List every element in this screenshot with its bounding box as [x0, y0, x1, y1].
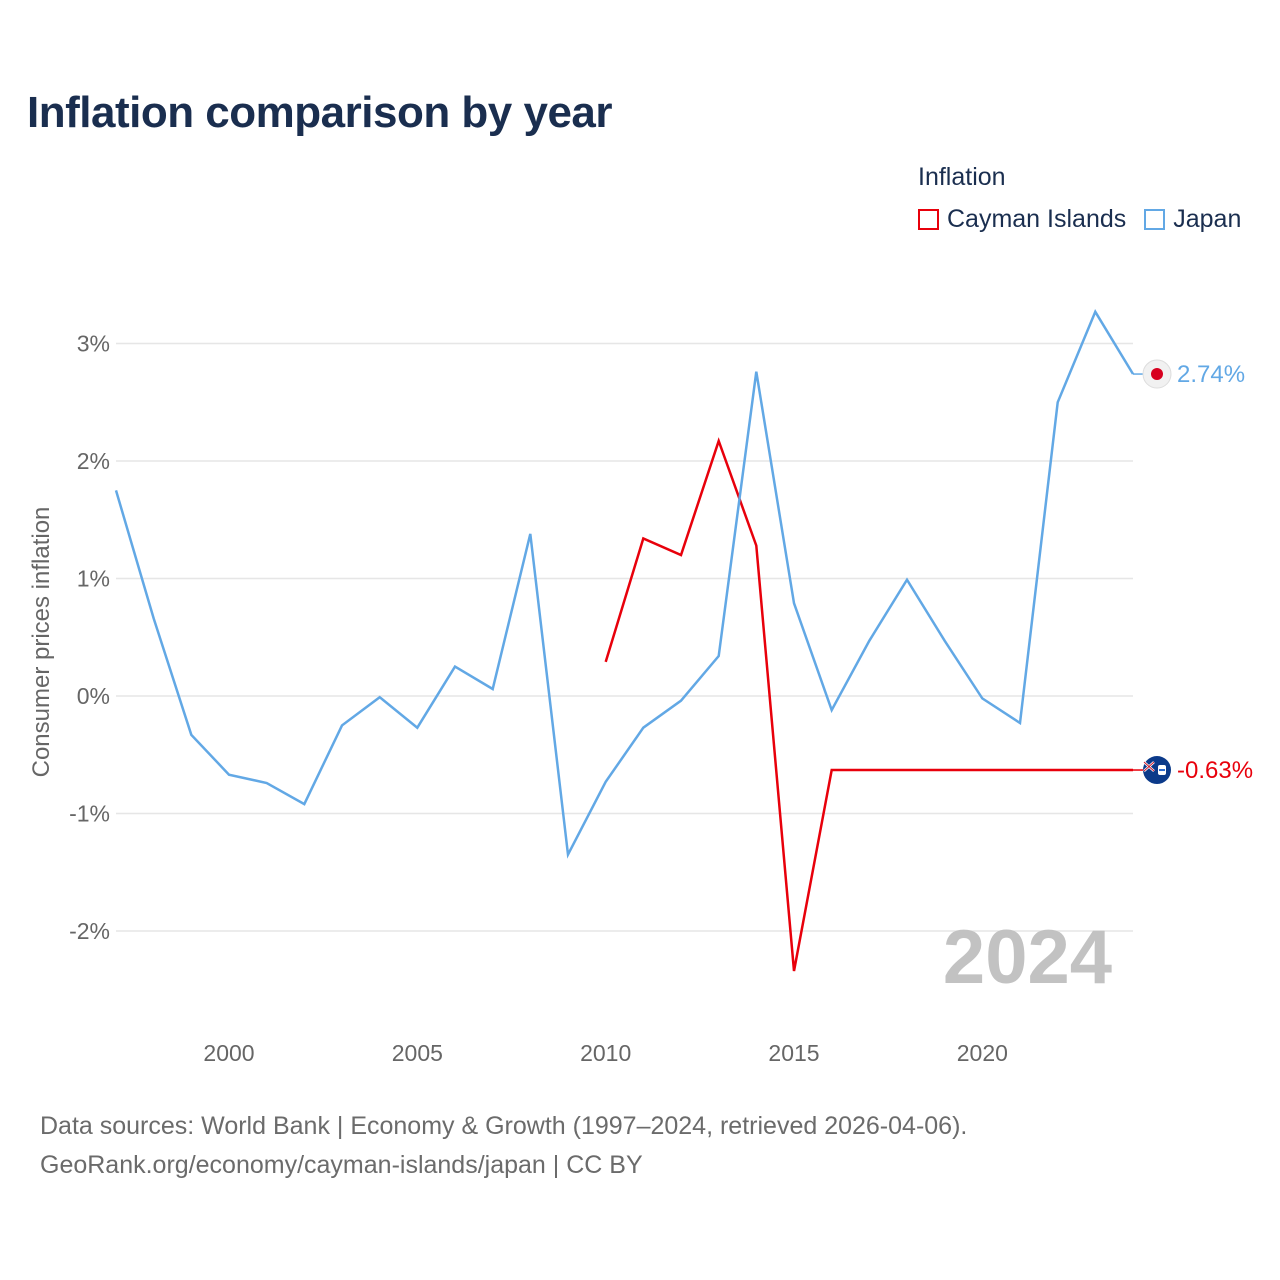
source-link[interactable]: GeoRank.org/economy/cayman-islands/japan… [40, 1151, 643, 1179]
y-tick-label: 2% [77, 448, 110, 474]
legend: Cayman Islands Japan [918, 205, 1241, 234]
legend-swatch-cayman-islands [918, 209, 939, 230]
x-tick-label: 2000 [203, 1040, 254, 1066]
y-tick-label: -2% [69, 918, 110, 944]
y-tick-label: 3% [77, 331, 110, 357]
legend-item-japan[interactable]: Japan [1144, 205, 1241, 234]
flag-sun [1151, 368, 1163, 381]
chart-title: Inflation comparison by year [27, 88, 613, 137]
gridlines [116, 342, 1133, 932]
legend-label-japan: Japan [1173, 205, 1242, 233]
legend-label-cayman-islands: Cayman Islands [947, 205, 1127, 233]
legend-swatch-japan [1144, 209, 1166, 230]
japan-flag-icon [1142, 359, 1172, 389]
end-label-japan: 2.74% [1177, 361, 1245, 388]
x-axis-ticks: 2000 2005 2010 2015 2020 [203, 1040, 1008, 1066]
y-tick-label: 1% [77, 566, 110, 592]
flag-union-red [1143, 761, 1155, 772]
x-tick-label: 2005 [392, 1040, 443, 1066]
x-tick-label: 2020 [957, 1040, 1008, 1066]
y-axis-ticks: -2% -1% 0% 1% 2% 3% [69, 331, 110, 945]
legend-item-cayman-islands[interactable]: Cayman Islands [918, 205, 1126, 234]
flag-shield-wave [1159, 769, 1165, 772]
series-line-cayman-islands [604, 437, 1133, 972]
year-watermark: 2024 [943, 915, 1112, 1000]
series-line-japan [114, 309, 1135, 859]
legend-title: Inflation [918, 163, 1006, 191]
x-tick-label: 2015 [768, 1040, 819, 1066]
footer: Data sources: World Bank | Economy & Gro… [40, 1107, 967, 1185]
end-markers: -0.63% 2.74% [1133, 359, 1253, 785]
y-axis-label: Consumer prices inflation [28, 507, 55, 778]
y-tick-label: -1% [69, 801, 110, 827]
cayman-islands-flag-icon [1143, 756, 1171, 785]
end-label-cayman-islands: -0.63% [1177, 757, 1253, 784]
x-tick-label: 2010 [580, 1040, 631, 1066]
series-lines [114, 309, 1135, 972]
y-tick-label: 0% [77, 683, 110, 709]
flag-background [1143, 756, 1171, 785]
line-chart: -2% -1% 0% 1% 2% 3% 2000 2005 2010 2015 2020 Cons… [28, 309, 1253, 1066]
data-source-note: Data sources: World Bank | Economy & Gro… [40, 1112, 968, 1140]
